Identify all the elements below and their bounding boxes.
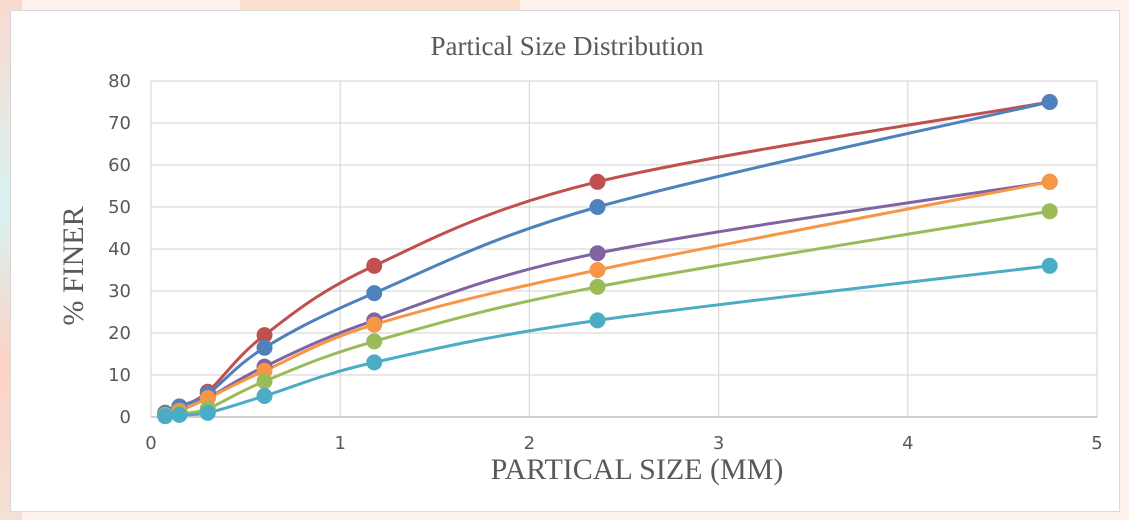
- axes: [150, 81, 1097, 418]
- chart-area: 0 10 20 30 40 50 60 70 80 0 1 2 3 4 5 Partical Size Di…: [10, 10, 1120, 512]
- data-point: [256, 388, 273, 404]
- data-point: [589, 262, 606, 278]
- series-line-3: [164, 180, 1050, 417]
- data-point: [1041, 173, 1058, 190]
- x-tick-label: 2: [524, 433, 535, 454]
- x-tick-label: 4: [902, 433, 913, 454]
- y-tick-label: 10: [108, 365, 131, 386]
- y-tick-label: 50: [108, 197, 131, 218]
- data-point: [589, 173, 606, 190]
- data-point: [157, 408, 174, 425]
- data-point: [1041, 94, 1058, 110]
- chart-svg: 0 10 20 30 40 50 60 70 80 0 1 2 3 4 5 Partical Size Di…: [57, 31, 1103, 486]
- series-line-6: [165, 264, 1050, 418]
- data-point: [589, 245, 606, 262]
- data-point: [1041, 257, 1058, 274]
- y-tick-label: 0: [120, 407, 131, 428]
- y-tick-label: 40: [108, 239, 131, 260]
- x-tick-label: 1: [334, 433, 345, 454]
- series-line-4: [164, 180, 1050, 417]
- series-lines: [164, 100, 1051, 418]
- y-tick-label: 70: [108, 113, 131, 134]
- y-tick-label: 20: [108, 323, 131, 344]
- data-point: [256, 373, 273, 390]
- y-axis-title: % FINER: [57, 206, 90, 325]
- data-point: [589, 312, 606, 329]
- data-point: [366, 354, 383, 371]
- series-points: [157, 94, 1058, 425]
- data-point: [366, 285, 383, 302]
- data-point: [589, 278, 606, 295]
- data-point: [199, 404, 216, 421]
- y-tick-label: 80: [108, 71, 131, 92]
- chart-title: Partical Size Distribution: [431, 31, 704, 61]
- data-point: [366, 316, 383, 333]
- x-tick-label: 5: [1091, 433, 1102, 454]
- data-point: [589, 199, 606, 215]
- data-point: [256, 339, 273, 356]
- data-point: [366, 333, 383, 350]
- x-axis-title: PARTICAL SIZE (MM): [491, 453, 784, 486]
- data-point: [366, 257, 383, 274]
- tick-labels: 0 10 20 30 40 50 60 70 80 0 1 2 3 4 5: [108, 71, 1103, 454]
- data-point: [1041, 203, 1058, 220]
- y-tick-label: 30: [108, 281, 131, 302]
- data-point: [171, 406, 188, 423]
- x-tick-label: 0: [145, 433, 156, 454]
- gridlines: [151, 80, 1098, 417]
- y-tick-label: 60: [108, 155, 131, 176]
- x-tick-label: 3: [713, 433, 724, 454]
